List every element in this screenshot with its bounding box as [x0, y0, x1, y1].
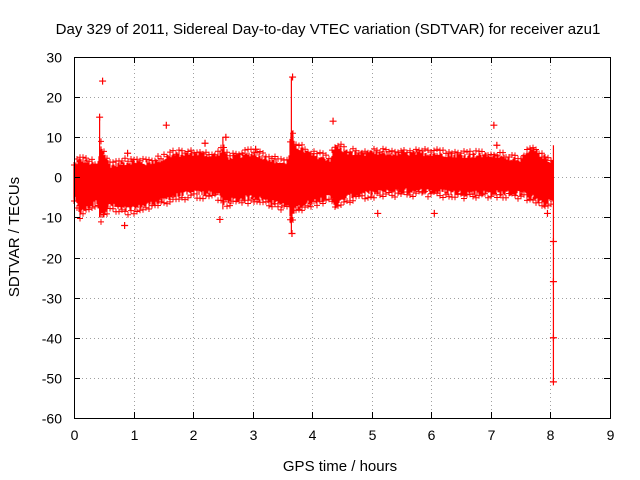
plot-area	[71, 73, 557, 386]
data-point	[201, 139, 209, 147]
x-tick-label: 6	[428, 427, 436, 443]
x-tick-label: 8	[547, 427, 555, 443]
data-point	[222, 133, 230, 141]
y-tick-label: -50	[42, 371, 62, 387]
data-point	[329, 117, 337, 125]
x-tick-label: 1	[131, 427, 139, 443]
y-tick-label: -60	[42, 411, 62, 427]
y-tick-label: 10	[46, 130, 62, 146]
data-point	[96, 113, 104, 121]
data-point	[549, 278, 557, 286]
data-point	[549, 334, 557, 342]
y-tick-label: 30	[46, 50, 62, 66]
x-axis-label: GPS time / hours	[283, 458, 397, 475]
data-point	[374, 209, 382, 217]
x-axis: 0 1 2 3 4 5 6 7 8 9	[71, 57, 615, 443]
data-point	[549, 378, 557, 386]
y-tick-label: 20	[46, 90, 62, 106]
x-tick-label: 5	[369, 427, 377, 443]
data-point	[493, 141, 501, 149]
y-tick-label: -30	[42, 291, 62, 307]
data-point	[121, 221, 129, 229]
data-point	[124, 149, 132, 157]
data-point	[99, 77, 107, 85]
x-tick-label: 3	[250, 427, 258, 443]
chart-title: Day 329 of 2011, Sidereal Day-to-day VTE…	[56, 21, 601, 38]
data-point	[288, 229, 296, 237]
x-tick-label: 9	[607, 427, 615, 443]
y-tick-label: -40	[42, 331, 62, 347]
data-point	[216, 215, 224, 223]
x-tick-label: 4	[309, 427, 317, 443]
x-tick-label: 0	[71, 427, 79, 443]
y-tick-label: -20	[42, 251, 62, 267]
y-axis: 30 20 10 0 -10 -20 -30 -40 -50 -60	[42, 50, 610, 427]
data-series	[71, 73, 557, 386]
data-point	[430, 209, 438, 217]
y-axis-label: SDTVAR / TECUs	[6, 177, 23, 297]
data-point	[490, 121, 498, 129]
x-tick-label: 7	[488, 427, 496, 443]
data-point	[543, 209, 551, 217]
data-point	[549, 238, 557, 246]
y-tick-label: 0	[54, 170, 62, 186]
data-point	[252, 145, 260, 153]
plot-border	[74, 57, 611, 419]
data-point	[162, 121, 170, 129]
y-tick-label: -10	[42, 210, 62, 226]
plot-frame	[74, 57, 611, 419]
data-point	[289, 73, 297, 81]
grid-lines	[74, 57, 610, 418]
x-tick-label: 2	[190, 427, 198, 443]
